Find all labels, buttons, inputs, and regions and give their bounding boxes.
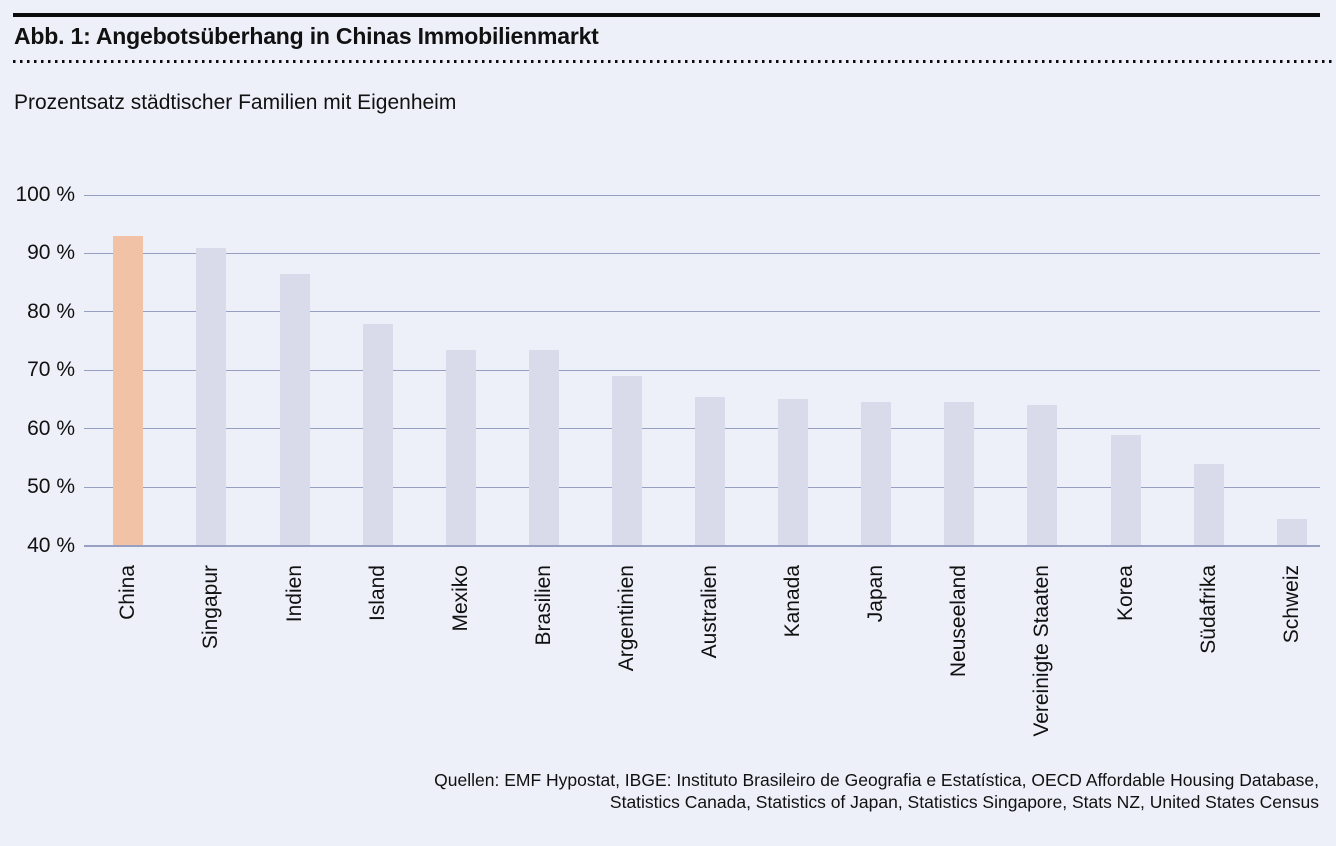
x-label-text-korea: Korea <box>1113 565 1137 622</box>
gridline-100 <box>84 194 1320 196</box>
x-label-text-kanada: Kanada <box>781 565 805 638</box>
bar-indien <box>279 273 310 546</box>
x-label-text-brasilien: Brasilien <box>531 565 555 646</box>
bar-schweiz <box>1276 519 1307 546</box>
bar-brasilien <box>528 349 559 546</box>
bar-japan <box>861 402 892 546</box>
x-label-text-indien: Indien <box>282 565 306 623</box>
x-label-text-suedafrika: Südafrika <box>1196 565 1220 654</box>
y-tick-label-40: 40 % <box>27 533 75 557</box>
x-label-text-argentinien: Argentinien <box>614 565 638 672</box>
y-tick-label-80: 80 % <box>27 299 75 323</box>
bar-kanada <box>778 399 809 546</box>
x-label-text-australien: Australien <box>698 565 721 659</box>
bar-suedafrika <box>1193 463 1224 546</box>
bar-korea <box>1110 434 1141 546</box>
figure-title: Abb. 1: Angebotsüberhang in Chinas Immob… <box>14 23 599 49</box>
x-label-text-schweiz: Schweiz <box>1279 565 1303 644</box>
gridline-40 <box>84 544 1320 547</box>
x-label-text-china: China <box>116 565 140 620</box>
y-tick-label-90: 90 % <box>27 241 75 265</box>
x-label-text-mexiko: Mexiko <box>448 565 472 632</box>
bar-neuseeland <box>944 402 975 546</box>
dotted-divider <box>13 60 1336 63</box>
source-note: Quellen: EMF Hypostat, IBGE: Instituto B… <box>434 769 1319 813</box>
x-label-text-singapur: Singapur <box>199 565 223 650</box>
y-tick-label-70: 70 % <box>27 358 75 382</box>
bar-mexiko <box>445 349 476 546</box>
bar-argentinien <box>611 376 642 546</box>
bar-vereinigte-staaten <box>1027 405 1058 546</box>
y-tick-label-60: 60 % <box>27 416 75 440</box>
source-line-2: Statistics Canada, Statistics of Japan, … <box>609 792 1319 812</box>
y-tick-label-100: 100 % <box>15 183 75 206</box>
source-line-1: Quellen: EMF Hypostat, IBGE: Instituto B… <box>434 770 1319 790</box>
x-label-text-japan: Japan <box>864 565 888 623</box>
x-label-text-neuseeland: Neuseeland <box>947 565 971 678</box>
x-label-text-island: Island <box>365 565 389 622</box>
gridline-80 <box>84 311 1320 313</box>
x-label-text-vereinigte-staaten: Vereinigte Staaten <box>1030 565 1054 737</box>
bar-island <box>362 323 393 546</box>
header-rule <box>13 13 1320 17</box>
bar-australien <box>695 396 725 546</box>
bar-singapur <box>196 247 227 546</box>
y-tick-label-50: 50 % <box>27 475 75 499</box>
bar-china <box>113 235 144 546</box>
gridline-90 <box>84 252 1320 254</box>
figure-subtitle: Prozentsatz städtischer Familien mit Eig… <box>14 91 457 114</box>
gridline-70 <box>84 369 1320 371</box>
